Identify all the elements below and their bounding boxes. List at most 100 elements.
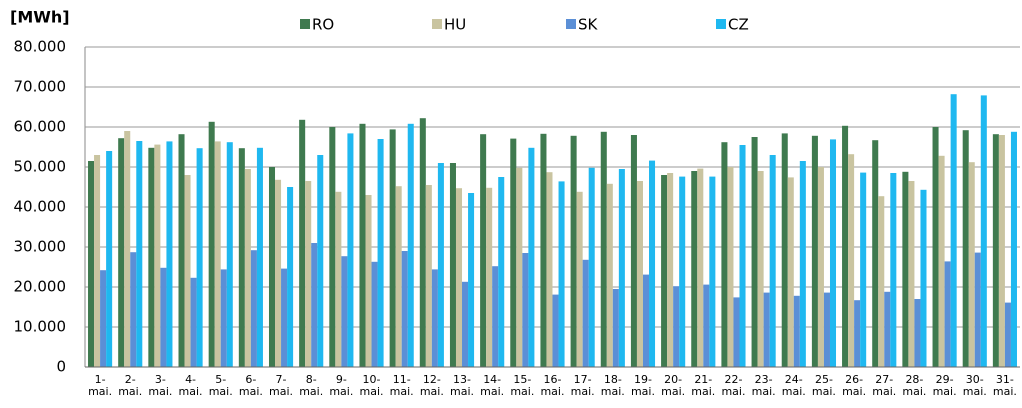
bar — [226, 142, 233, 367]
x-tick-label: 10- mai. — [359, 373, 384, 398]
x-tick-label: 5- mai. — [208, 373, 233, 398]
x-tick-label: 8- mai. — [299, 373, 324, 398]
bar — [281, 268, 288, 367]
y-axis-label: [MWh] — [10, 8, 70, 27]
bar — [178, 134, 185, 367]
legend-label: SK — [578, 16, 599, 34]
bar — [250, 250, 257, 367]
bar — [733, 297, 740, 367]
x-tick-label: 23- mai. — [751, 373, 776, 398]
bar — [799, 161, 806, 367]
bar — [449, 163, 456, 367]
x-tick-label: 13- mai. — [449, 373, 474, 398]
bar — [932, 127, 939, 367]
x-tick-label: 7- mai. — [269, 373, 294, 398]
bar — [636, 181, 643, 367]
bar — [190, 277, 197, 367]
bar — [558, 181, 565, 367]
bar — [299, 119, 306, 367]
bar — [811, 135, 818, 367]
y-tick-label: 40.000 — [14, 198, 67, 216]
bar — [829, 139, 837, 367]
bar — [196, 148, 203, 367]
y-tick-label: 10.000 — [14, 318, 67, 336]
x-tick-label: 2- mai. — [118, 373, 143, 398]
bar — [781, 133, 788, 367]
x-tick-label: 11- mai. — [389, 373, 414, 398]
bar — [817, 167, 824, 367]
bar — [395, 186, 402, 367]
bar — [401, 251, 408, 367]
bar — [992, 134, 999, 367]
bar — [130, 252, 137, 367]
bar — [691, 171, 698, 367]
bar — [974, 252, 981, 367]
bar — [486, 187, 493, 367]
bar — [661, 175, 668, 367]
bar — [854, 300, 861, 367]
bar — [468, 193, 475, 367]
bar — [256, 147, 263, 367]
bar — [890, 173, 897, 367]
bar — [480, 134, 487, 367]
x-tick-label: 27- mai. — [872, 373, 897, 398]
bar — [998, 135, 1005, 367]
bar — [884, 291, 891, 367]
x-tick-label: 18- mai. — [600, 373, 625, 398]
bar — [540, 133, 547, 367]
bar — [546, 172, 553, 367]
bar — [697, 168, 704, 367]
x-tick-label: 30- mai. — [962, 373, 987, 398]
bar — [709, 176, 716, 367]
bar — [552, 294, 559, 367]
x-tick-label: 20- mai. — [661, 373, 686, 398]
x-tick-label: 9- mai. — [329, 373, 354, 398]
bar — [727, 167, 734, 367]
bar — [968, 162, 975, 367]
bar — [751, 137, 758, 367]
bar — [763, 292, 770, 367]
legend-swatch — [566, 19, 576, 29]
x-tick-label: 3- mai. — [148, 373, 173, 398]
bar — [679, 176, 686, 367]
bar — [220, 269, 227, 367]
bar — [154, 144, 161, 367]
bar — [630, 135, 637, 367]
bar — [425, 185, 432, 367]
x-tick-label: 29- mai. — [932, 373, 957, 398]
bar — [268, 167, 276, 367]
bar — [136, 141, 143, 367]
bar — [516, 167, 523, 367]
bar — [878, 196, 885, 367]
bar — [842, 125, 849, 367]
bar — [739, 145, 746, 367]
bar — [431, 269, 438, 367]
x-tick-label: 31- mai. — [992, 373, 1017, 398]
x-tick-label: 17- mai. — [570, 373, 595, 398]
bar — [1004, 302, 1011, 367]
bar — [618, 169, 625, 367]
y-tick-label: 50.000 — [14, 158, 67, 176]
bar — [902, 171, 909, 367]
legend-label: RO — [312, 16, 334, 34]
bar — [377, 139, 384, 367]
bar — [667, 173, 674, 367]
bar — [419, 118, 426, 367]
bar — [341, 256, 348, 367]
bar — [787, 177, 794, 367]
x-tick-label: 25- mai. — [811, 373, 836, 398]
bar — [612, 289, 619, 367]
bar — [335, 191, 342, 367]
bar — [600, 131, 607, 367]
y-tick-label: 60.000 — [14, 118, 67, 136]
bar — [94, 155, 101, 367]
bar — [570, 135, 577, 367]
bar — [455, 188, 463, 367]
y-tick-label: 70.000 — [14, 78, 67, 96]
bar — [238, 148, 245, 367]
bar — [305, 181, 312, 367]
bar — [510, 138, 517, 367]
legend-label: CZ — [728, 16, 749, 34]
bar — [437, 163, 444, 367]
